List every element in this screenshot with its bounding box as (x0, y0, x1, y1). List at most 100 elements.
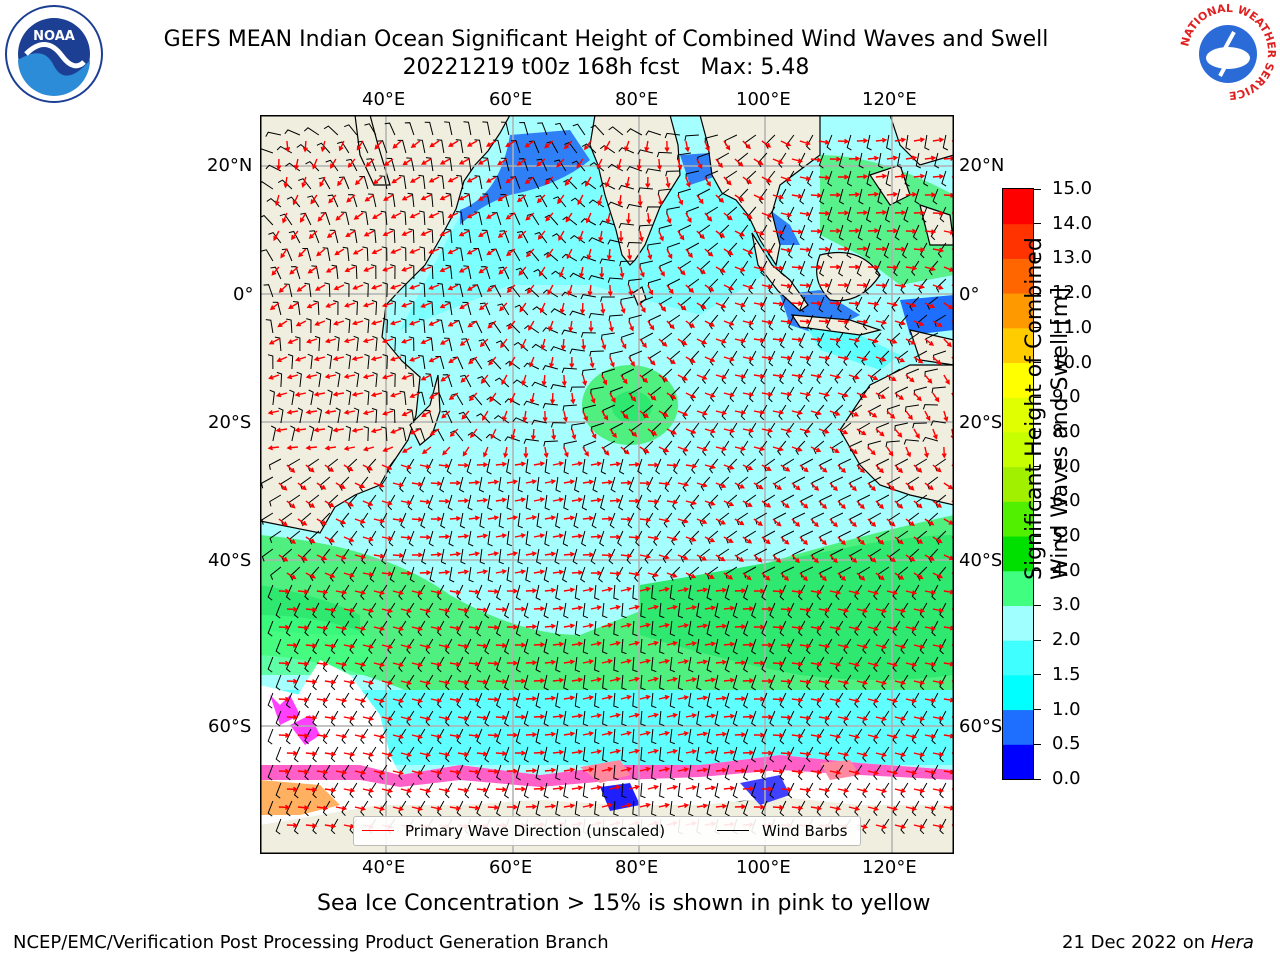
wave-arrow (295, 320, 307, 327)
wave-arrow (723, 536, 734, 543)
wave-arrow (506, 624, 519, 630)
wave-arrow (381, 752, 394, 758)
wind-barb (903, 439, 919, 445)
wave-arrow (297, 554, 308, 561)
wind-barb (632, 656, 638, 673)
wind-barb (656, 151, 672, 158)
wave-arrow (419, 463, 432, 469)
wave-arrow (316, 589, 329, 595)
wave-arrow (439, 230, 451, 237)
wind-barb (290, 425, 296, 442)
wind-barb (677, 602, 684, 619)
wave-arrow (848, 301, 861, 307)
wave-arrow (324, 679, 337, 685)
wind-barb (767, 206, 776, 222)
wave-arrow (495, 642, 508, 649)
wind-barb (858, 566, 871, 579)
wave-arrow (498, 266, 508, 275)
wind-barb (384, 122, 396, 136)
wave-arrow (723, 392, 735, 398)
run-date-text: 21 Dec 2022 on (1062, 932, 1206, 953)
wave-arrow (419, 534, 432, 540)
wave-arrow (383, 194, 394, 201)
wind-barb (838, 494, 852, 506)
wave-arrow (457, 607, 470, 613)
wave-arrow (620, 302, 626, 314)
wind-barb (390, 300, 396, 316)
wind-barb (779, 656, 787, 673)
wave-arrow (905, 590, 918, 595)
wave-arrow (791, 373, 804, 379)
wind-barb (544, 458, 550, 475)
wave-arrow (536, 194, 546, 204)
wind-barb (844, 314, 852, 331)
wave-arrow (392, 698, 404, 704)
wind-barb (562, 530, 569, 547)
wave-arrow (829, 482, 838, 492)
wave-arrow (461, 410, 470, 420)
wind-barb (769, 710, 776, 727)
wave-arrow (483, 446, 489, 458)
wind-barb (885, 440, 900, 448)
wave-arrow (772, 588, 785, 595)
wave-arrow (848, 734, 861, 740)
wind-barb (621, 674, 627, 691)
wave-arrow (837, 679, 850, 685)
wave-arrow (810, 373, 823, 379)
wind-barb (296, 371, 302, 388)
wave-arrow (608, 320, 614, 333)
wave-arrow (601, 658, 614, 664)
wave-arrow (799, 536, 809, 546)
wave-arrow (324, 338, 337, 344)
wave-arrow (609, 712, 622, 718)
wind-barb (616, 566, 624, 583)
wind-barb (646, 242, 661, 250)
wind-barb (613, 584, 619, 601)
wind-barb (582, 782, 589, 799)
wave-arrow (411, 770, 424, 776)
colorbar-tick-label: 2.0 (1052, 629, 1081, 651)
wave-arrow (913, 247, 926, 253)
wind-barb (442, 374, 453, 388)
wave-arrow (715, 623, 728, 629)
wave-arrow (932, 643, 945, 649)
wind-barb (555, 764, 561, 781)
wind-barb (326, 353, 333, 370)
wave-arrow (818, 643, 831, 649)
wind-barb (498, 476, 504, 493)
wind-barb (397, 139, 407, 154)
wave-arrow (818, 607, 831, 613)
wave-arrow (829, 625, 842, 631)
wind-barb (486, 458, 492, 475)
wind-barb (536, 512, 542, 529)
wave-arrow (497, 158, 508, 166)
wind-barb (554, 159, 567, 172)
wind-barb (506, 458, 512, 475)
wave-arrow (913, 680, 926, 685)
wave-arrow (753, 373, 766, 379)
wind-barb (286, 318, 293, 334)
wind-barb (456, 174, 464, 190)
colorbar-tick-mark (1034, 570, 1041, 572)
wind-barb (688, 800, 694, 817)
wind-barb (690, 422, 700, 438)
wind-barb (743, 800, 749, 817)
wave-arrow (286, 678, 299, 684)
wave-arrow (487, 479, 500, 485)
wind-barb (473, 248, 483, 262)
wave-arrow (696, 230, 705, 240)
wave-arrow (628, 784, 640, 790)
wave-arrow (932, 210, 945, 216)
wave-arrow (905, 374, 915, 383)
wave-arrow (271, 266, 280, 276)
wind-barb (456, 728, 464, 745)
wind-barb (464, 746, 472, 763)
wave-arrow (905, 554, 916, 562)
wave-arrow (333, 284, 345, 291)
wind-barb (484, 710, 491, 727)
wave-arrow (753, 446, 766, 452)
wave-arrow (685, 536, 697, 542)
wind-barb (552, 233, 567, 244)
wave-arrow (924, 554, 935, 561)
wave-arrow (609, 640, 622, 646)
